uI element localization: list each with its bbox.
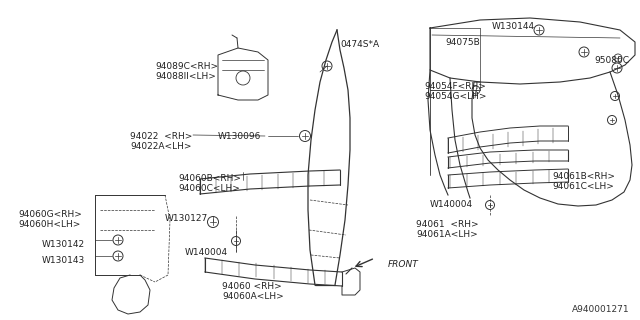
Text: W130142: W130142 (42, 240, 85, 249)
Text: 94061  <RH>: 94061 <RH> (416, 220, 479, 229)
Text: FRONT: FRONT (388, 260, 419, 269)
Text: 94060G<RH>: 94060G<RH> (18, 210, 82, 219)
Text: 94061A<LH>: 94061A<LH> (416, 230, 477, 239)
Text: W140004: W140004 (430, 200, 473, 209)
Text: 94075B: 94075B (445, 38, 480, 47)
Text: A940001271: A940001271 (572, 305, 630, 314)
Text: W130127: W130127 (165, 214, 208, 223)
Text: W130143: W130143 (42, 256, 85, 265)
Text: 94060 <RH>: 94060 <RH> (222, 282, 282, 291)
Text: 95080C: 95080C (594, 56, 629, 65)
Text: 94060H<LH>: 94060H<LH> (18, 220, 81, 229)
Text: 94089C<RH>: 94089C<RH> (155, 62, 218, 71)
Text: 94061C<LH>: 94061C<LH> (552, 182, 614, 191)
Text: 94060C<LH>: 94060C<LH> (178, 184, 240, 193)
Text: 94060A<LH>: 94060A<LH> (222, 292, 284, 301)
Text: W130144: W130144 (492, 22, 535, 31)
Text: 94054G<LH>: 94054G<LH> (424, 92, 486, 101)
Text: 94022A<LH>: 94022A<LH> (130, 142, 191, 151)
Text: 94088II<LH>: 94088II<LH> (155, 72, 216, 81)
Text: W140004: W140004 (185, 248, 228, 257)
Text: W130096: W130096 (218, 132, 261, 141)
Text: 0474S*A: 0474S*A (340, 40, 379, 49)
Text: 94022  <RH>: 94022 <RH> (130, 132, 193, 141)
Text: 94061B<RH>: 94061B<RH> (552, 172, 615, 181)
Text: 94054F<RH>: 94054F<RH> (424, 82, 486, 91)
Text: 94060B<RH>: 94060B<RH> (178, 174, 241, 183)
